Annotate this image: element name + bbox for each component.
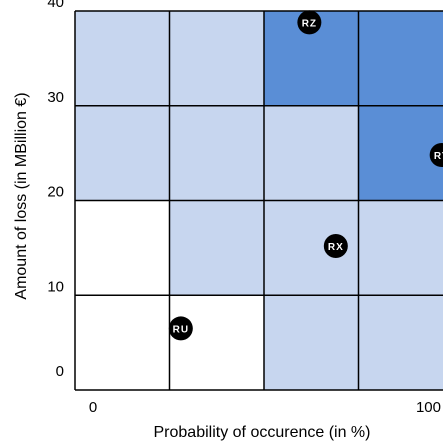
- heatmap-cell: [75, 295, 170, 390]
- risk-marker-label: RX: [328, 242, 344, 253]
- y-tick-label: 0: [56, 363, 64, 380]
- heatmap-cell: [75, 105, 170, 201]
- y-axis-ticks: 0 10 20 30 40: [47, 0, 64, 380]
- heatmap-cell: [169, 295, 264, 390]
- heatmap-cell: [358, 105, 443, 201]
- y-axis-label: Amount of loss (in MBillion €): [13, 92, 30, 299]
- heatmap-cell: [358, 11, 443, 106]
- heatmap-cell: [264, 295, 359, 390]
- x-axis-ticks: 0 100: [89, 399, 441, 416]
- x-tick-label: 100: [416, 399, 441, 416]
- risk-marker-label: RY: [434, 151, 443, 162]
- y-tick-label: 20: [47, 184, 64, 201]
- risk-marker: [323, 233, 348, 258]
- risk-marker: [297, 10, 322, 35]
- heatmap-cell: [169, 105, 264, 201]
- y-tick-label: 30: [47, 89, 64, 106]
- risk-marker-label: RU: [173, 324, 189, 335]
- risk-marker: [168, 316, 193, 341]
- heatmap-cell: [75, 200, 170, 296]
- heatmap-cells: [75, 11, 443, 390]
- heatmap-cell: [169, 11, 264, 106]
- heatmap-cell: [75, 11, 170, 106]
- heatmap-cell: [264, 105, 359, 201]
- risk-marker: [429, 143, 443, 168]
- heatmap-cell: [169, 200, 264, 296]
- y-tick-label: 10: [47, 278, 64, 295]
- risk-markers: RZ RY RX RU: [168, 10, 443, 341]
- grid-lines: [74, 10, 443, 391]
- risk-marker-label: RZ: [302, 18, 317, 29]
- heatmap-cell: [358, 200, 443, 296]
- y-tick-label: 40: [47, 0, 64, 11]
- heatmap-cell: [358, 295, 443, 390]
- x-tick-label: 0: [89, 399, 97, 416]
- x-axis-label: Probability of occurence (in %): [154, 424, 371, 441]
